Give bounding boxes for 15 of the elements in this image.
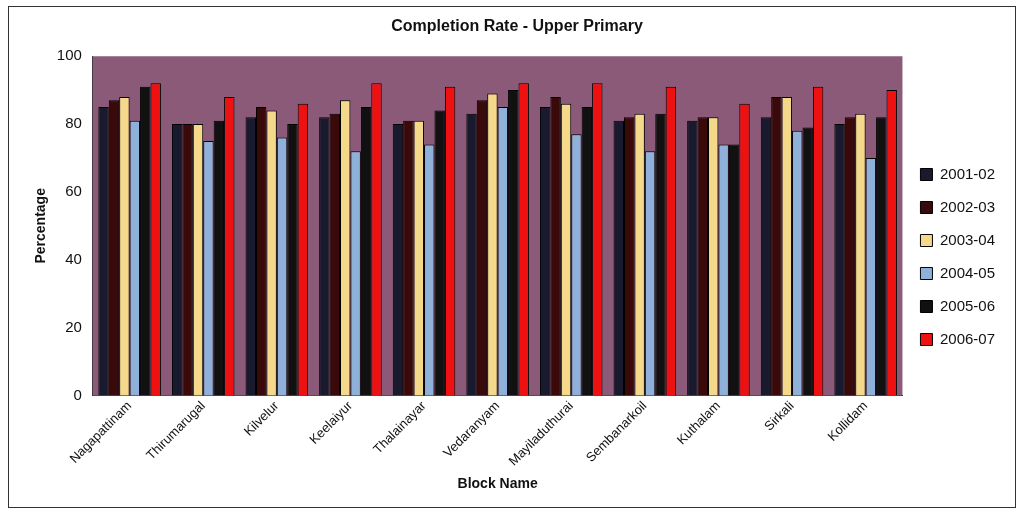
x-axis-title: Block Name [457, 475, 538, 492]
legend-label: 2002-03 [939, 197, 996, 215]
y-tick-label: 0 [73, 385, 82, 403]
legend-label: 2006-07 [939, 329, 996, 347]
chart-title: Completion Rate - Upper Primary [391, 17, 643, 35]
legend-label: 2003-04 [939, 230, 996, 248]
legend-label: 2005-06 [939, 296, 996, 314]
legend-label: 2004-05 [939, 263, 996, 281]
y-tick-label: 60 [65, 182, 82, 200]
legend-label: 2001-02 [939, 164, 996, 182]
y-tick-label: 80 [65, 114, 82, 132]
y-tick-label: 100 [56, 46, 82, 64]
y-tick-label: 40 [65, 249, 82, 267]
y-tick-label: 20 [65, 317, 82, 335]
y-axis-title: Percentage [32, 187, 49, 264]
